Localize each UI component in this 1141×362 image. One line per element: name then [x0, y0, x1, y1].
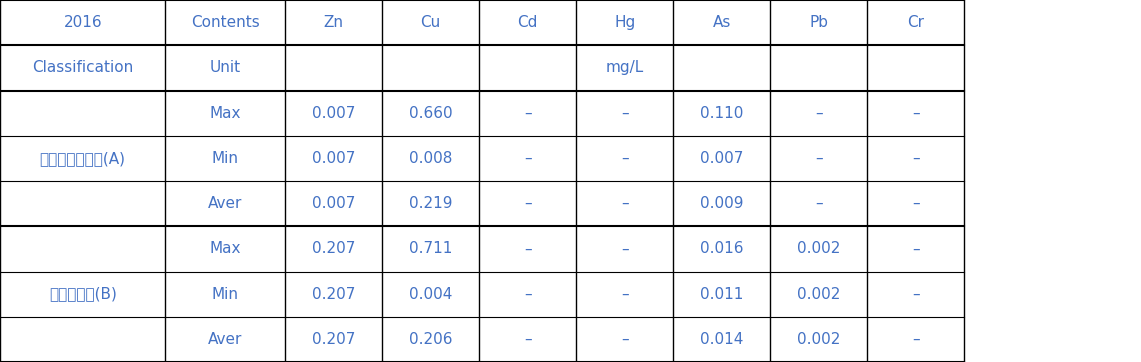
Text: Pb: Pb [809, 15, 828, 30]
Text: –: – [912, 332, 920, 347]
Text: 0.011: 0.011 [699, 287, 744, 302]
Text: 0.206: 0.206 [408, 332, 453, 347]
Text: 0.007: 0.007 [311, 151, 356, 166]
Text: Unit: Unit [210, 60, 241, 75]
Text: 0.207: 0.207 [311, 332, 356, 347]
Text: Max: Max [210, 106, 241, 121]
Text: 0.007: 0.007 [311, 196, 356, 211]
Text: 0.207: 0.207 [311, 287, 356, 302]
Text: –: – [912, 106, 920, 121]
Text: Hg: Hg [614, 15, 636, 30]
Text: –: – [524, 151, 532, 166]
Text: –: – [912, 287, 920, 302]
Text: –: – [524, 241, 532, 256]
Text: 0.016: 0.016 [699, 241, 744, 256]
Text: Contents: Contents [191, 15, 260, 30]
Text: 0.009: 0.009 [699, 196, 744, 211]
Text: –: – [912, 151, 920, 166]
Text: –: – [912, 241, 920, 256]
Text: 0.007: 0.007 [699, 151, 744, 166]
Text: –: – [524, 196, 532, 211]
Text: 0.008: 0.008 [408, 151, 453, 166]
Text: Zn: Zn [324, 15, 343, 30]
Text: –: – [912, 196, 920, 211]
Text: 액비처리구(B): 액비처리구(B) [49, 287, 116, 302]
Text: –: – [621, 196, 629, 211]
Text: –: – [621, 287, 629, 302]
Text: –: – [621, 106, 629, 121]
Text: Classification: Classification [32, 60, 133, 75]
Text: Cd: Cd [518, 15, 537, 30]
Text: 0.110: 0.110 [699, 106, 744, 121]
Text: 화학비료처리구(A): 화학비료처리구(A) [40, 151, 126, 166]
Text: 0.002: 0.002 [796, 332, 841, 347]
Text: Min: Min [212, 287, 238, 302]
Text: Cu: Cu [421, 15, 440, 30]
Text: 0.711: 0.711 [408, 241, 453, 256]
Text: –: – [815, 106, 823, 121]
Text: 0.219: 0.219 [408, 196, 453, 211]
Text: 0.207: 0.207 [311, 241, 356, 256]
Text: –: – [524, 106, 532, 121]
Text: –: – [815, 196, 823, 211]
Text: 0.660: 0.660 [408, 106, 453, 121]
Text: 2016: 2016 [64, 15, 102, 30]
Text: 0.007: 0.007 [311, 106, 356, 121]
Text: 0.002: 0.002 [796, 241, 841, 256]
Text: –: – [621, 241, 629, 256]
Text: 0.002: 0.002 [796, 287, 841, 302]
Text: 0.004: 0.004 [408, 287, 453, 302]
Text: Aver: Aver [208, 332, 243, 347]
Text: mg/L: mg/L [606, 60, 644, 75]
Text: Cr: Cr [907, 15, 924, 30]
Text: –: – [815, 151, 823, 166]
Text: Min: Min [212, 151, 238, 166]
Text: Aver: Aver [208, 196, 243, 211]
Text: As: As [712, 15, 731, 30]
Text: –: – [621, 332, 629, 347]
Text: –: – [524, 332, 532, 347]
Text: 0.014: 0.014 [699, 332, 744, 347]
Text: Max: Max [210, 241, 241, 256]
Text: –: – [524, 287, 532, 302]
Text: –: – [621, 151, 629, 166]
